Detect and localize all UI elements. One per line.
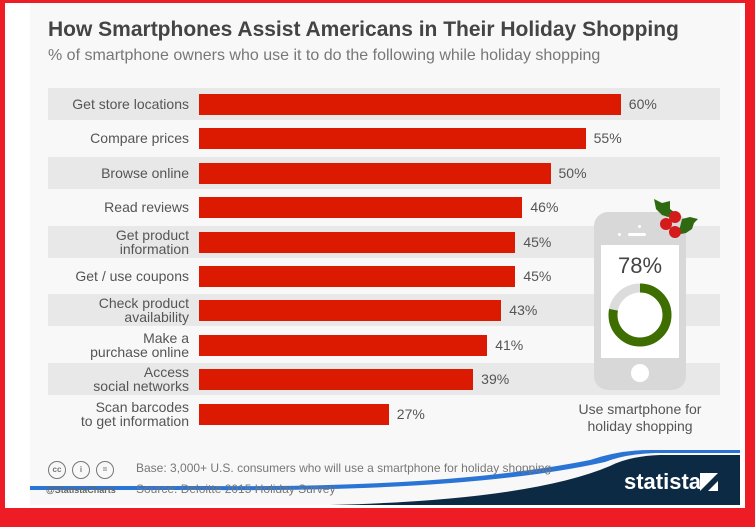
value-label: 60% <box>628 96 657 112</box>
chart-subtitle: % of smartphone owners who use it to do … <box>48 47 601 64</box>
footer-band <box>30 450 740 505</box>
bar <box>199 128 586 150</box>
category-label: Get product information <box>48 226 189 258</box>
footer-source: Source: Deloitte 2015 Holiday Survey <box>136 482 336 496</box>
phone-speaker <box>628 233 646 236</box>
category-label-line: to get information <box>80 412 189 429</box>
value-label: 55% <box>593 130 622 147</box>
category-label-line: availability <box>124 309 189 326</box>
statista-logo: statista <box>624 469 702 494</box>
no-derivatives-icon: = <box>96 461 114 479</box>
value-label: 27% <box>396 405 425 422</box>
bar <box>199 94 621 115</box>
value-label: 41% <box>495 336 524 353</box>
value-label: 39% <box>481 371 510 388</box>
category-label: Access social networks <box>48 363 189 395</box>
category-label-line: Get / use coupons <box>75 268 189 284</box>
bar <box>199 266 516 287</box>
value-label: 45% <box>523 268 552 284</box>
bar-row: Get / use coupons 45% <box>48 260 720 292</box>
category-label: Get / use coupons <box>48 260 189 292</box>
bar-row: Compare prices 55% <box>48 122 720 154</box>
twitter-handle: @StatistaCharts <box>46 485 116 495</box>
category-label-line: Compare prices <box>90 130 189 147</box>
category-label: Browse online <box>48 157 189 189</box>
bar-row: Browse online 50% <box>48 156 720 189</box>
category-label-line: Browse online <box>101 164 189 181</box>
bar <box>199 300 502 322</box>
category-label: Get store locations <box>48 88 189 120</box>
category-label-line: Make a <box>143 329 189 346</box>
phone-camera <box>638 225 641 228</box>
category-label-line: Access <box>143 364 189 381</box>
category-label: Scan barcodes to get information <box>48 398 189 430</box>
category-label-line: social networks <box>93 378 189 395</box>
attribution-icon: i <box>72 461 90 479</box>
chart-title: How Smartphones Assist Americans in Thei… <box>48 18 679 41</box>
category-label: Make a purchase online <box>48 329 189 361</box>
phone-screen: 78% <box>601 245 679 358</box>
cc-icon: cc <box>48 461 66 479</box>
caption-line: holiday shopping <box>587 418 693 434</box>
value-label: 50% <box>558 164 587 181</box>
category-label-line: purchase online <box>90 343 189 360</box>
smartphone-icon: 78% <box>594 212 686 390</box>
bar <box>199 231 516 253</box>
highlight-caption: Use smartphone for holiday shopping <box>560 401 720 435</box>
category-label-line: Scan barcodes <box>95 398 189 415</box>
bar <box>199 403 389 425</box>
caption-line: Use smartphone for <box>578 401 702 417</box>
bar-row: Read reviews 46% <box>48 191 720 223</box>
bar <box>199 369 474 391</box>
value-label: 45% <box>523 233 552 250</box>
bar <box>199 334 488 356</box>
bar-row: Make a purchase online 41% <box>48 329 720 361</box>
category-label: Compare prices <box>48 122 189 154</box>
category-label-line: Check product <box>98 295 189 312</box>
bar-row: Get store locations 60% <box>48 88 720 120</box>
value-label: 46% <box>530 199 559 216</box>
bar <box>199 197 523 219</box>
category-label-line: information <box>119 240 189 257</box>
phone-sensor <box>618 233 621 236</box>
category-label: Read reviews <box>48 191 189 223</box>
bar <box>199 162 551 184</box>
footer-base: Base: 3,000+ U.S. consumers who will use… <box>136 461 552 475</box>
holly-icon <box>654 199 698 238</box>
phone-home-button <box>631 364 649 382</box>
category-label-line: Read reviews <box>104 199 189 216</box>
category-label: Check product availability <box>48 294 189 326</box>
category-label-line: Get store locations <box>72 96 189 112</box>
donut-chart <box>608 283 672 347</box>
statista-logo-mark <box>700 473 718 491</box>
value-label: 43% <box>509 302 538 319</box>
category-label-line: Get product <box>115 226 189 243</box>
highlight-value: 78% <box>617 253 663 278</box>
donut-arc <box>608 283 672 347</box>
bar-row: Scan barcodes to get information 27% <box>48 398 720 430</box>
